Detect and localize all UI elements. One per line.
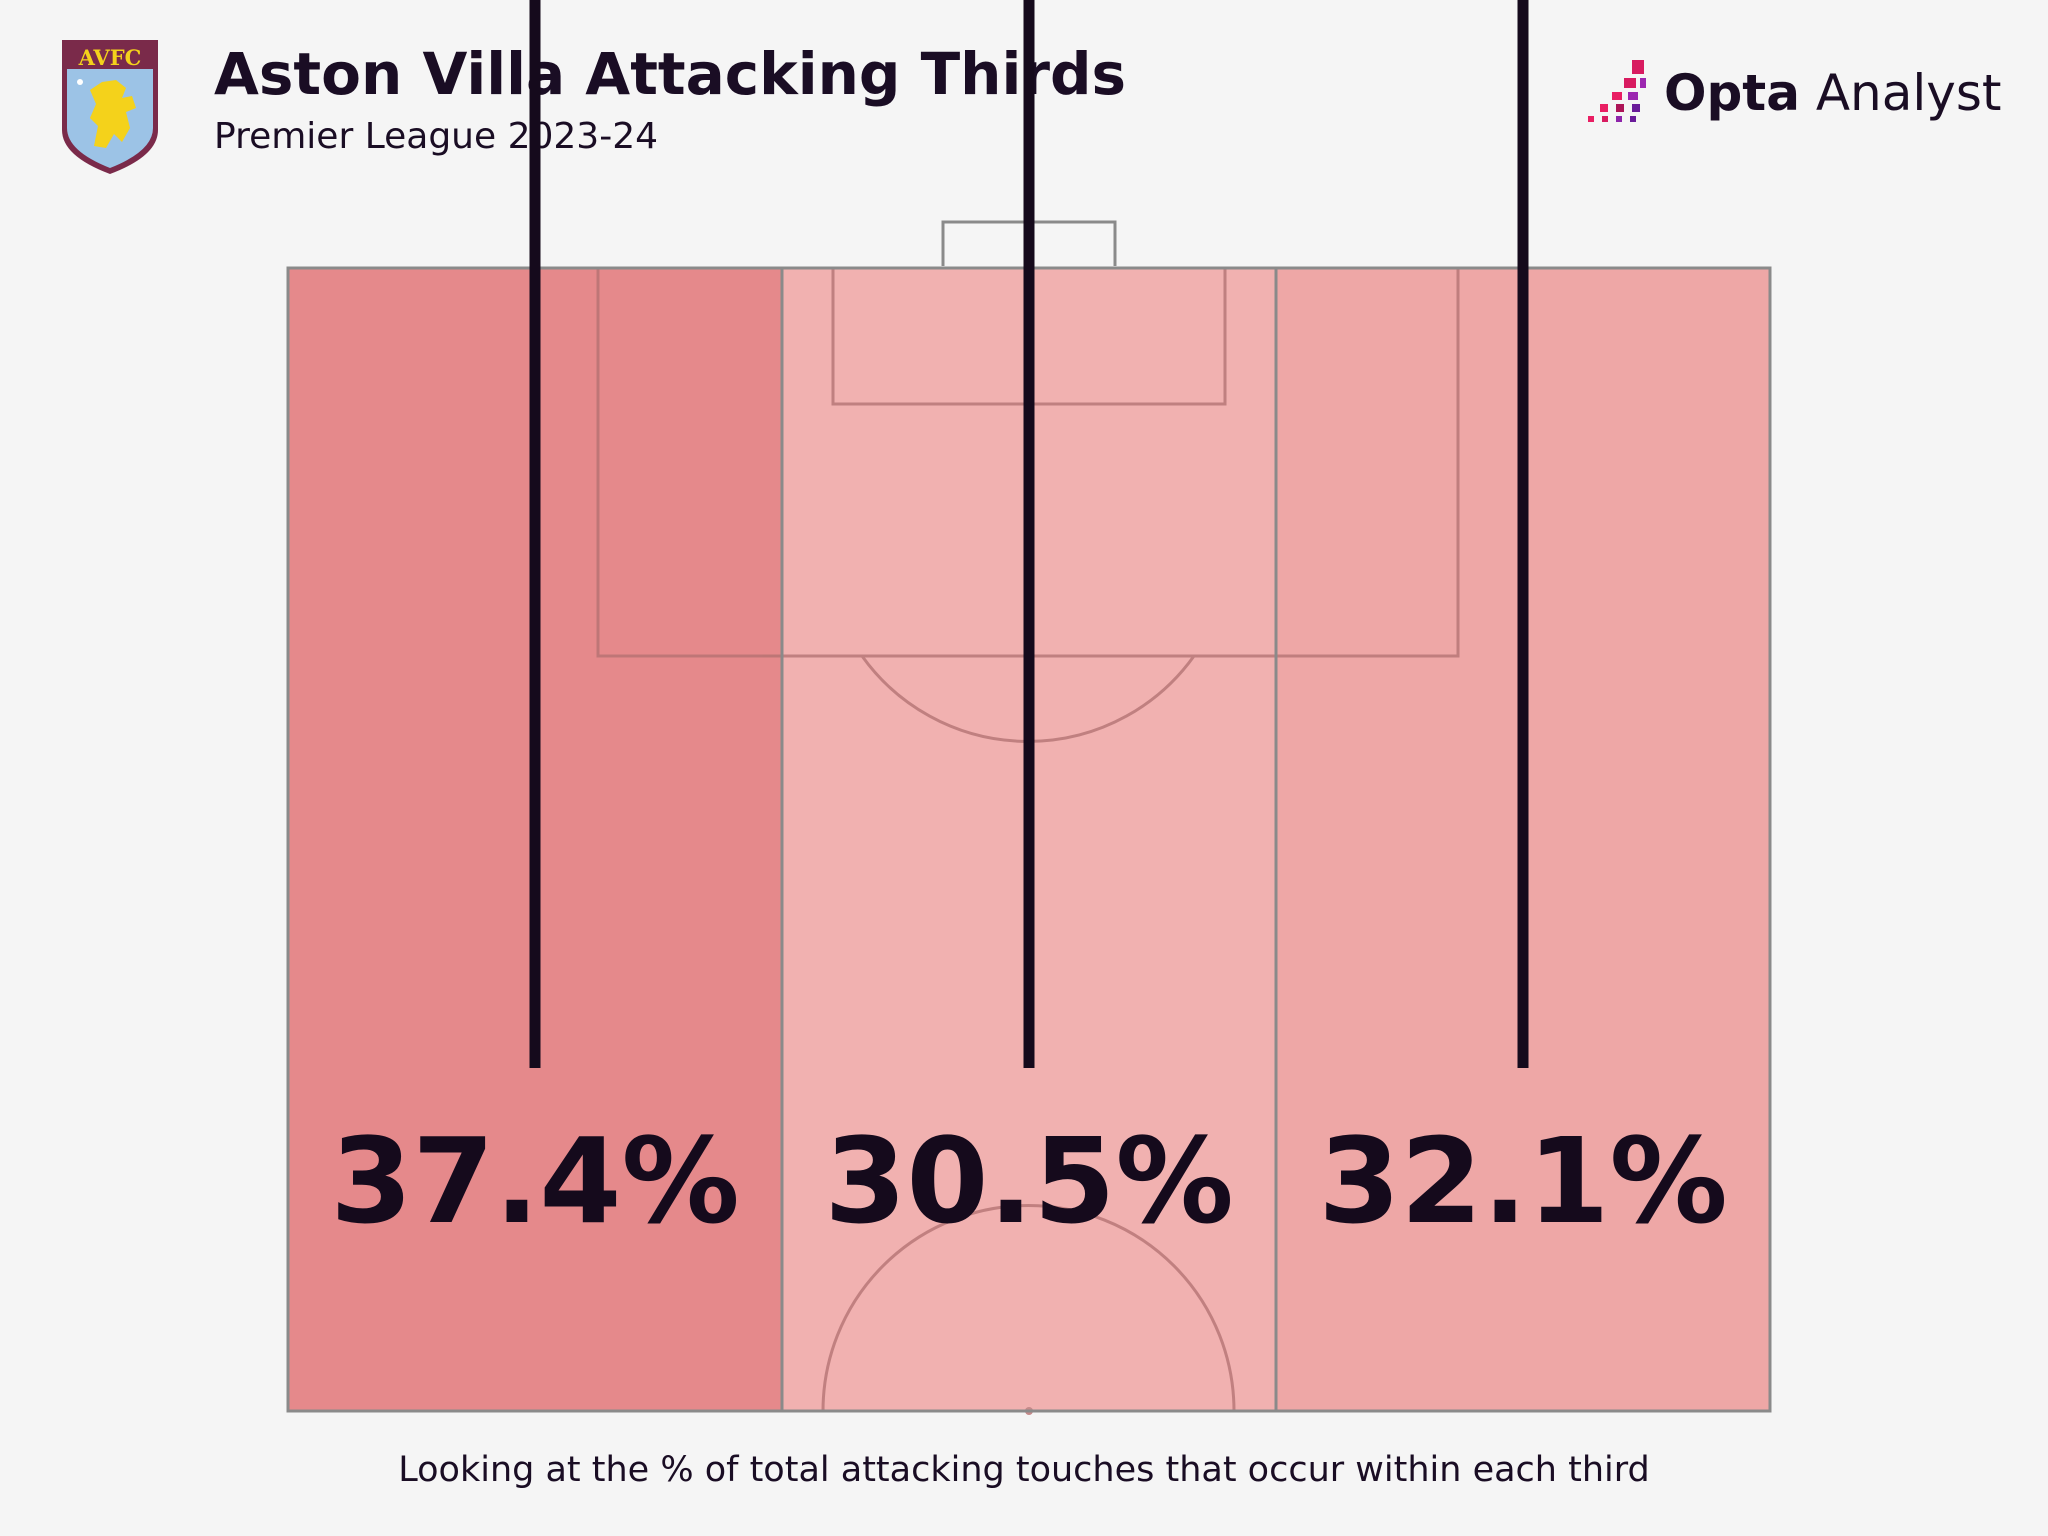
brand-name: Opta Analyst: [1664, 64, 2002, 122]
arrow-centre: [1023, 0, 1035, 1068]
value-label-left: 37.4%: [330, 1112, 739, 1250]
brand-bold: Opta: [1664, 64, 1800, 122]
chart-subtitle: Premier League 2023-24: [214, 116, 659, 157]
chart-caption: Looking at the % of total attacking touc…: [398, 1450, 1650, 1490]
arrow-left: [529, 0, 541, 1068]
opta-bars-icon: [1588, 60, 1646, 122]
opta-analyst-logo: Opta Analyst: [1576, 56, 2002, 136]
arrows: [529, 0, 1529, 1068]
arrow-right: [1517, 0, 1529, 1068]
crest-text: AVFC: [78, 45, 142, 70]
chart-title: Aston Villa Attacking Thirds: [214, 40, 1126, 108]
brand-light: Analyst: [1799, 64, 2002, 122]
value-labels: 37.4% 30.5% 32.1%: [330, 1112, 1727, 1250]
value-label-right: 32.1%: [1318, 1112, 1727, 1250]
value-label-centre: 30.5%: [824, 1112, 1233, 1250]
aston-villa-crest-icon: AVFC: [62, 40, 158, 174]
centre-circle-arc: [821, 1204, 1236, 1412]
